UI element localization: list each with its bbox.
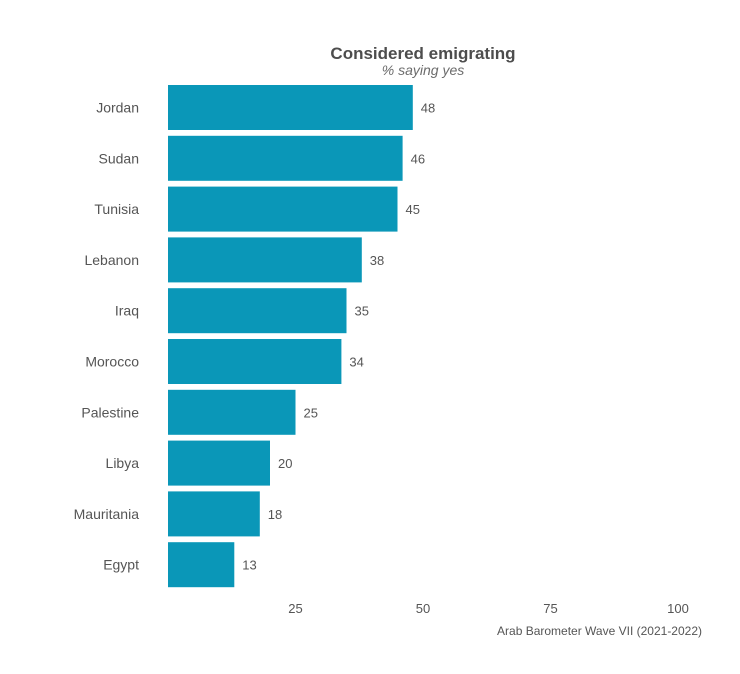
bar-tunisia (168, 186, 398, 232)
value-label-tunisia: 45 (406, 202, 420, 217)
category-label-mauritania: Mauritania (74, 506, 140, 522)
bar-palestine (168, 389, 296, 435)
category-label-egypt: Egypt (103, 557, 139, 573)
chart-subtitle: % saying yes (381, 62, 465, 78)
x-tick-label-25: 25 (288, 601, 302, 616)
value-label-iraq: 35 (355, 304, 369, 319)
bar-libya (168, 440, 270, 486)
value-label-morocco: 34 (349, 355, 363, 370)
value-label-sudan: 46 (411, 151, 425, 166)
bar-morocco (168, 339, 342, 384)
category-label-lebanon: Lebanon (84, 252, 139, 268)
value-label-jordan: 48 (421, 101, 435, 116)
x-tick-label-75: 75 (543, 601, 557, 616)
bar-mauritania (168, 491, 260, 537)
value-label-libya: 20 (278, 456, 292, 471)
bar-jordan (168, 85, 413, 130)
category-label-libya: Libya (106, 455, 140, 471)
category-label-morocco: Morocco (85, 354, 139, 370)
chart-caption: Arab Barometer Wave VII (2021-2022) (497, 624, 702, 638)
x-tick-label-50: 50 (416, 601, 430, 616)
category-label-tunisia: Tunisia (94, 201, 139, 217)
value-label-egypt: 13 (242, 558, 256, 573)
x-tick-label-100: 100 (667, 601, 689, 616)
category-label-jordan: Jordan (96, 100, 139, 116)
value-label-palestine: 25 (304, 405, 318, 420)
category-label-sudan: Sudan (99, 150, 139, 166)
category-label-palestine: Palestine (81, 404, 139, 420)
bar-egypt (168, 542, 235, 588)
value-label-lebanon: 38 (370, 253, 384, 268)
chart-title: Considered emigrating (330, 44, 516, 63)
category-label-iraq: Iraq (115, 303, 139, 319)
bar-sudan (168, 135, 403, 181)
bar-lebanon (168, 237, 362, 283)
value-label-mauritania: 18 (268, 507, 282, 522)
bar-iraq (168, 288, 347, 334)
